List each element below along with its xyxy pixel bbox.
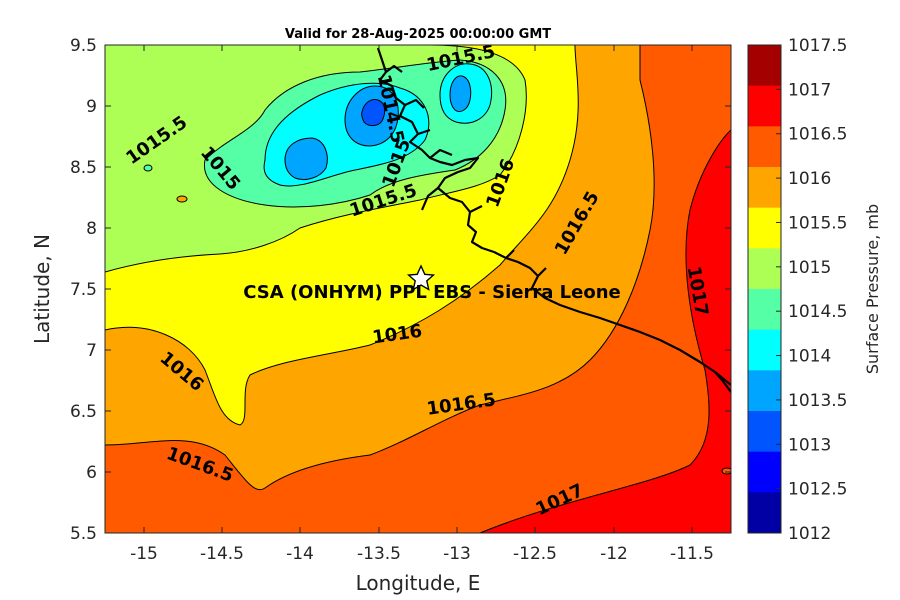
colorbar-frame <box>747 44 782 534</box>
y-tick-label: 7 <box>86 341 97 361</box>
colorbar-swatch <box>748 370 781 412</box>
colorbar-swatch <box>748 85 781 127</box>
x-axis: -15 -14.5 -14 -13.5 -13 -12.5 -12 -11.5 <box>130 45 714 564</box>
colorbar-tick-label: 1017.5 <box>788 36 847 56</box>
pocket-1015-b <box>143 164 153 172</box>
x-tick-label: -15 <box>130 544 158 564</box>
site-label: CSA (ONHYM) PPL EBS - Sierra Leone <box>243 282 620 303</box>
colorbar-tick-label: 1012 <box>788 524 831 544</box>
x-tick-label: -13 <box>443 544 471 564</box>
colorbar: 1017.5 1017 1016.5 1016 1015.5 1015 1014.5 1014… <box>747 36 882 544</box>
y-tick-label: 5.5 <box>70 524 97 544</box>
colorbar-swatches <box>748 45 781 534</box>
colorbar-tick-label: 1014.5 <box>788 302 847 322</box>
x-tick-label: -12 <box>600 544 628 564</box>
x-tick-label: -12.5 <box>513 544 557 564</box>
colorbar-tick-label: 1013.5 <box>788 391 847 411</box>
x-tick-label: -11.5 <box>670 544 714 564</box>
colorbar-swatch <box>748 45 781 87</box>
chart-title: Valid for 28-Aug-2025 00:00:00 GMT <box>285 27 551 42</box>
y-axis-label: Latitude, N <box>30 234 54 344</box>
colorbar-swatch <box>748 248 781 290</box>
y-tick-label: 9 <box>86 97 97 117</box>
colorbar-swatch <box>748 289 781 331</box>
y-tick-label: 8 <box>86 219 97 239</box>
x-axis-label: Longitude, E <box>356 571 481 595</box>
y-axis: 9.5 9 8.5 8 7.5 7 6.5 6 5.5 <box>70 36 731 544</box>
colorbar-swatch <box>748 207 781 249</box>
y-tick-label: 9.5 <box>70 36 97 56</box>
coastline <box>376 47 731 393</box>
colorbar-swatch <box>748 492 781 534</box>
colorbar-tick-label: 1012.5 <box>788 480 847 500</box>
colorbar-tick-label: 1016.5 <box>788 125 847 145</box>
band-1013-5-north <box>449 75 472 113</box>
colorbar-ticks: 1017.5 1017 1016.5 1016 1015.5 1015 1014.5 1014… <box>776 36 847 544</box>
colorbar-swatch <box>748 451 781 493</box>
colorbar-swatch <box>748 329 781 371</box>
x-tick-label: -14.5 <box>200 544 244 564</box>
colorbar-tick-label: 1013 <box>788 435 831 455</box>
y-tick-label: 8.5 <box>70 158 97 178</box>
pressure-field <box>105 45 731 533</box>
colorbar-tick-label: 1014 <box>788 347 831 367</box>
star-icon <box>406 264 436 291</box>
y-tick-label: 6.5 <box>70 402 97 422</box>
colorbar-tick-label: 1016 <box>788 169 831 189</box>
y-tick-label: 6 <box>86 463 97 483</box>
colorbar-tick-label: 1017 <box>788 80 831 100</box>
colorbar-swatch <box>748 126 781 168</box>
pocket-1015-a <box>176 195 188 203</box>
colorbar-tick-label: 1015.5 <box>788 213 847 233</box>
colorbar-tick-label: 1015 <box>788 258 831 278</box>
colorbar-swatch <box>748 411 781 453</box>
colorbar-label: Surface Pressure, mb <box>863 204 882 374</box>
colorbar-swatch <box>748 167 781 209</box>
x-tick-label: -14 <box>286 544 314 564</box>
y-tick-label: 7.5 <box>70 280 97 300</box>
x-tick-label: -13.5 <box>357 544 401 564</box>
band-1013 <box>361 99 386 127</box>
band-1013-5-west <box>284 137 328 181</box>
